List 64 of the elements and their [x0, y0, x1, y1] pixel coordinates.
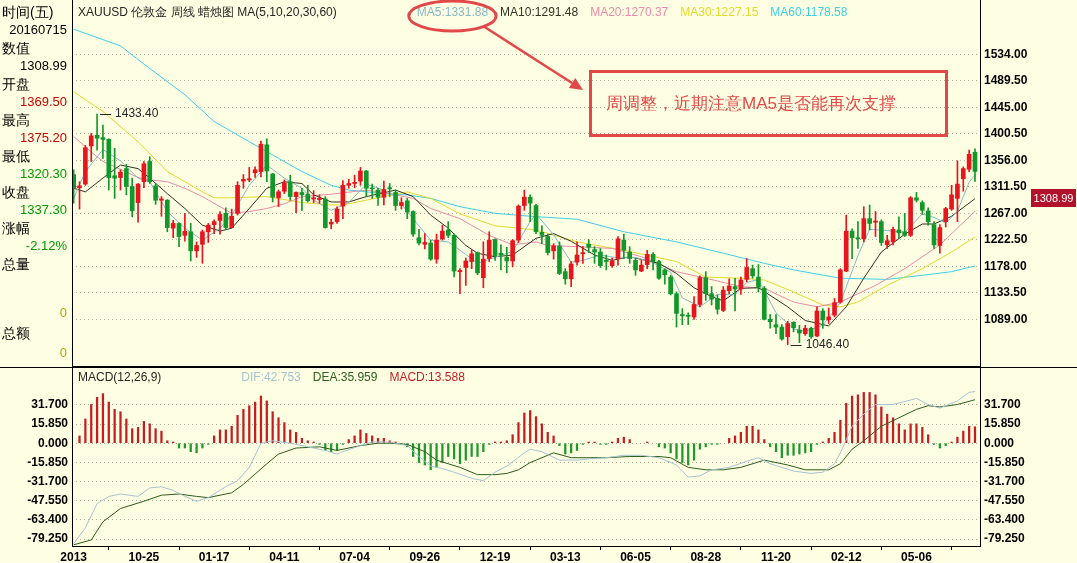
text: MACD:13.588: [389, 370, 466, 385]
text: MA20:1270.37: [590, 5, 669, 20]
text: 20160715: [9, 22, 67, 38]
y-tick-label: -79.250: [27, 531, 69, 546]
text: DEA:35.959: [312, 370, 378, 385]
y-tick-label: 1489.50: [984, 73, 1028, 88]
x-tick-label: 11-20: [760, 549, 792, 563]
text: 收盘: [2, 184, 30, 200]
text: MA30:1227.15: [680, 5, 759, 20]
text: 数值: [2, 40, 30, 56]
price-tag: 1308.99: [1031, 189, 1076, 207]
text: 时间(五): [2, 4, 54, 20]
annotation: 1046.40: [805, 337, 850, 352]
x-tick-label: 08-28: [690, 549, 722, 563]
y-tick-label: 1356.00: [984, 152, 1028, 167]
text: 总额: [2, 325, 30, 341]
y-tick-label: 1178.00: [984, 258, 1028, 273]
text: 最高: [2, 112, 30, 128]
text: XAUUSD 伦敦金 周线 蜡烛图 MA(5,10,20,30,60): [78, 5, 337, 20]
x-tick-label: 2013: [60, 549, 88, 563]
text: 1375.20: [20, 130, 67, 146]
y-tick-label: 1534.00: [984, 46, 1028, 61]
text: 涨幅: [2, 220, 30, 236]
text: 开盘: [2, 76, 30, 92]
y-tick-label: 1445.00: [984, 99, 1028, 114]
text: MA10:1291.48: [500, 5, 579, 20]
text: -2.12%: [25, 238, 67, 254]
y-tick-label: 31.700: [31, 397, 69, 412]
callout-box: 周调整，近期注意MA5是否能再次支撑: [589, 70, 948, 137]
y-tick-label: 1311.50: [984, 179, 1028, 194]
y-tick-label: 1267.00: [984, 205, 1028, 220]
text: DIF:42.753: [241, 370, 302, 385]
text: 1337.30: [20, 202, 67, 218]
y-tick-label: -47.550: [27, 493, 69, 508]
annotation: 1433.40: [115, 106, 159, 121]
y-tick-label: 1400.50: [984, 126, 1028, 141]
x-tick-label: 04-11: [269, 549, 300, 563]
x-tick-label: 05-06: [901, 549, 933, 563]
x-tick-label: 09-26: [409, 549, 441, 563]
y-tick-label: 1133.50: [984, 285, 1028, 300]
x-tick-label: 07-04: [339, 549, 371, 563]
y-tick-label: 1089.00: [984, 311, 1028, 326]
text: 1308.99: [20, 58, 67, 74]
text: 1320.30: [20, 166, 67, 182]
x-tick-label: 03-13: [549, 549, 581, 563]
chart-title: MACD(12,26,9): [78, 370, 162, 385]
x-tick-label: 10-25: [128, 549, 160, 563]
y-tick-label: -31.700: [27, 473, 69, 488]
x-tick-label: 12-19: [479, 549, 511, 563]
x-tick-label: 06-05: [620, 549, 652, 563]
x-tick-label: 02-12: [830, 549, 862, 563]
y-tick-label: -15.850: [27, 454, 69, 469]
text: 0: [59, 305, 67, 321]
text: 1369.50: [20, 94, 67, 110]
y-tick-label: 0.000: [37, 435, 69, 450]
text: MA60:1178.58: [770, 5, 848, 20]
y-tick-label: -63.400: [27, 512, 69, 527]
text: 最低: [2, 148, 30, 164]
x-tick-label: 01-17: [198, 549, 230, 563]
y-tick-label: 15.850: [31, 416, 69, 431]
text: 0: [59, 345, 67, 361]
y-tick-label: 1222.50: [984, 232, 1028, 247]
text: MA5:1331.88: [416, 5, 489, 20]
text: 总量: [2, 256, 30, 272]
